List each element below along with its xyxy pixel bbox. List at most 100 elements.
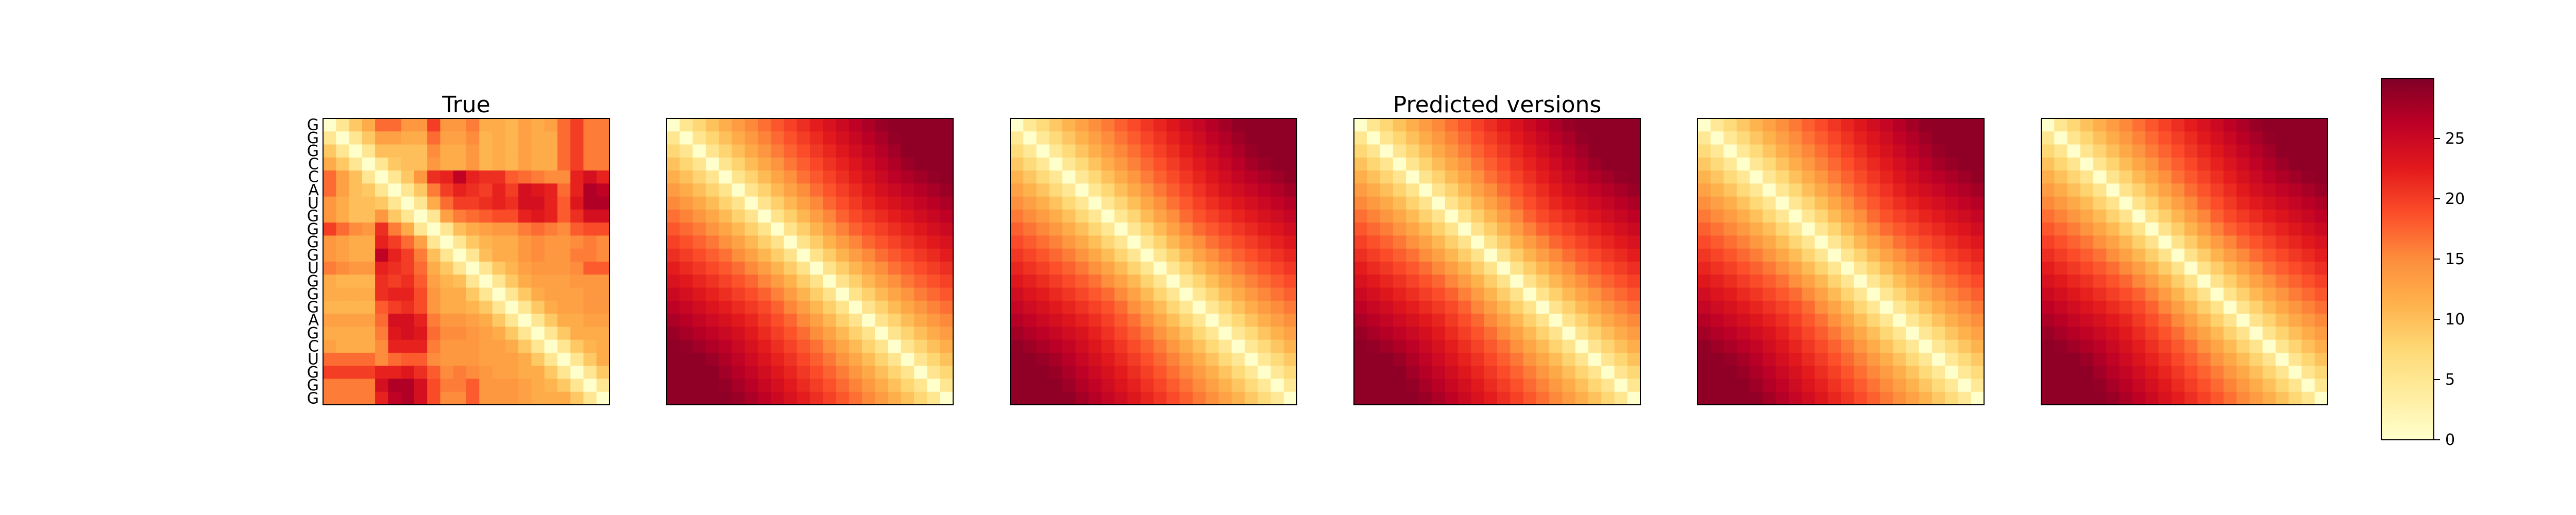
heatmap-cell <box>596 274 610 288</box>
heatmap-cell <box>1154 157 1167 171</box>
heatmap-cell <box>692 144 706 158</box>
heatmap-cell <box>1919 339 1933 353</box>
heatmap-cell <box>427 274 441 288</box>
heatmap-cell <box>1575 144 1589 158</box>
heatmap-cell <box>1510 196 1524 210</box>
heatmap-cell <box>1432 131 1446 145</box>
heatmap-cell <box>492 144 506 158</box>
heatmap-cell <box>2067 327 2081 340</box>
heatmap-cell <box>1062 327 1076 340</box>
heatmap-cell <box>1841 262 1854 275</box>
heatmap-cell <box>453 287 467 301</box>
heatmap-cell <box>796 327 810 340</box>
heatmap-cell <box>362 235 376 249</box>
heatmap-cell <box>1958 379 1972 392</box>
heatmap-cell <box>1919 222 1933 236</box>
heatmap-cell <box>732 287 745 301</box>
heatmap-cell <box>1010 118 1024 132</box>
heatmap-cell <box>1206 287 1219 301</box>
heatmap-cell <box>1244 144 1258 158</box>
heatmap-cell <box>1549 157 1563 171</box>
heatmap-cell <box>1036 131 1050 145</box>
heatmap-cell <box>1270 314 1284 327</box>
heatmap-cell <box>1166 314 1180 327</box>
heatmap-cell <box>1879 131 1893 145</box>
heatmap-cell <box>1445 209 1459 223</box>
heatmap-cell <box>2171 366 2185 380</box>
heatmap-cell <box>1471 339 1485 353</box>
heatmap-cell <box>1179 287 1193 301</box>
heatmap-cell <box>2093 118 2107 132</box>
heatmap-cell <box>1206 248 1219 262</box>
heatmap-cell <box>1283 248 1297 262</box>
heatmap-cell <box>1562 144 1576 158</box>
heatmap-cell <box>427 262 441 275</box>
heatmap-cell <box>2080 248 2094 262</box>
heatmap-cell <box>849 379 862 392</box>
heatmap-cell <box>692 274 706 288</box>
heatmap-cell <box>2106 235 2120 249</box>
heatmap-cell <box>375 300 388 314</box>
heatmap-cell <box>1258 366 1272 380</box>
heatmap-cell <box>1231 157 1245 171</box>
heatmap-cell <box>2093 144 2107 158</box>
heatmap-cell <box>1867 391 1880 405</box>
heatmap-cell <box>1114 366 1128 380</box>
heatmap-cell <box>1879 144 1893 158</box>
heatmap-cell <box>362 144 376 158</box>
heatmap-cell <box>1114 131 1128 145</box>
heatmap-cell <box>336 262 350 275</box>
heatmap-cell <box>375 274 388 288</box>
heatmap-cell <box>375 327 388 340</box>
heatmap-cell <box>388 300 402 314</box>
heatmap-cell <box>375 222 388 236</box>
heatmap-cell <box>1827 287 1841 301</box>
heatmap-cell <box>2158 248 2172 262</box>
heatmap-cell <box>849 262 862 275</box>
heatmap-cell <box>1484 235 1498 249</box>
heatmap-cell <box>771 144 785 158</box>
heatmap-cell <box>1750 366 1763 380</box>
heatmap-cell <box>1827 366 1841 380</box>
heatmap-cell <box>1510 287 1524 301</box>
heatmap-cell <box>680 339 693 353</box>
heatmap-cell <box>2041 248 2055 262</box>
heatmap-cell <box>440 352 454 366</box>
heatmap-cell <box>1367 222 1381 236</box>
heatmap-cell <box>1549 274 1563 288</box>
colorbar-tick-label: 10 <box>2445 311 2465 329</box>
heatmap-cell <box>466 209 480 223</box>
heatmap-cell <box>1101 379 1115 392</box>
heatmap-cell <box>732 379 745 392</box>
heatmap-cell <box>2119 131 2133 145</box>
heatmap-cell <box>401 379 415 392</box>
heatmap-cell <box>492 327 506 340</box>
heatmap-cell <box>1406 327 1419 340</box>
heatmap-cell <box>479 314 493 327</box>
heatmap-cell <box>1627 131 1641 145</box>
heatmap-cell <box>570 262 584 275</box>
heatmap-cell <box>492 170 506 184</box>
heatmap-cell <box>1166 379 1180 392</box>
heatmap-cell <box>1841 196 1854 210</box>
heatmap-cell <box>2301 327 2315 340</box>
heatmap-cell <box>1140 262 1154 275</box>
heatmap-cell <box>1393 314 1406 327</box>
heatmap-cell <box>1036 196 1050 210</box>
heatmap-cell <box>1893 379 1906 392</box>
sequence-label: G <box>307 116 319 134</box>
heatmap-cell <box>323 274 336 288</box>
heatmap-cell <box>1854 118 1868 132</box>
heatmap-cell <box>1075 339 1089 353</box>
heatmap-cell <box>375 391 388 405</box>
heatmap-cell <box>1788 327 1802 340</box>
heatmap-cell <box>1575 352 1589 366</box>
heatmap-cell <box>1166 196 1180 210</box>
heatmap-cell <box>2158 118 2172 132</box>
heatmap-cell <box>2301 339 2315 353</box>
heatmap-cell <box>388 391 402 405</box>
heatmap-cell <box>1192 144 1206 158</box>
heatmap-cell <box>1945 157 1959 171</box>
heatmap-cell <box>914 379 928 392</box>
heatmap-cell <box>888 391 902 405</box>
